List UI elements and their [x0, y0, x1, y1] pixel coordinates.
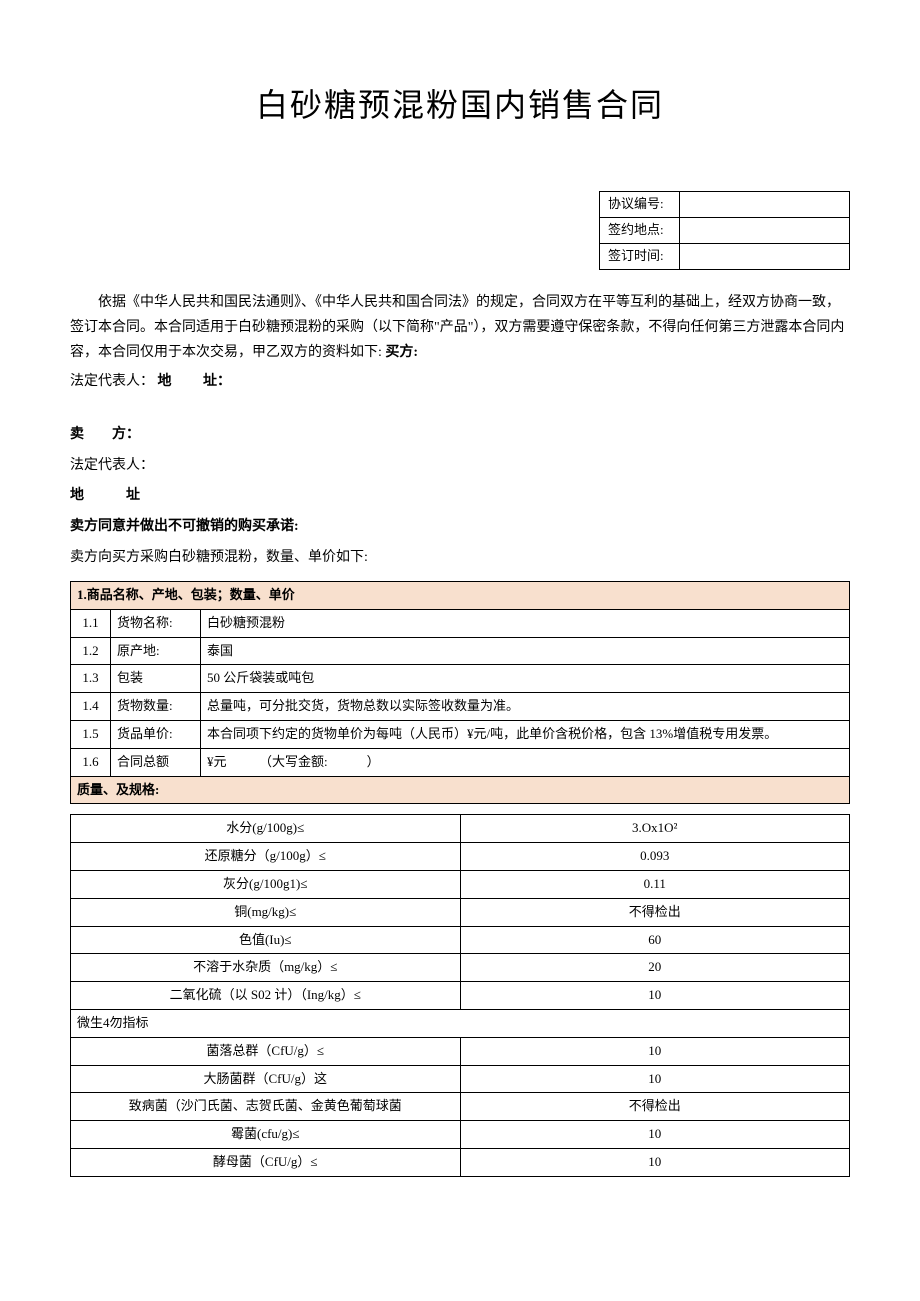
micro-header-row: 微生4勿指标	[71, 1010, 850, 1038]
spec-label: 水分(g/100g)≤	[71, 815, 461, 843]
spec-value: 60	[460, 926, 850, 954]
spec-table: 水分(g/100g)≤ 3.Ox1O² 还原糖分（g/100g）≤ 0.093 …	[70, 814, 850, 1176]
spec-label: 灰分(g/100g1)≤	[71, 871, 461, 899]
buyer-addr-label2: 址：	[203, 374, 231, 389]
meta-label: 签约地点:	[600, 217, 680, 243]
row-value: ¥元 （大写金额: ）	[201, 748, 850, 776]
spec-value: 10	[460, 1149, 850, 1177]
micro-header: 微生4勿指标	[71, 1010, 850, 1038]
row-num: 1.5	[71, 721, 111, 749]
buyer-addr-label1: 地	[158, 374, 172, 389]
spec-value: 10	[460, 1037, 850, 1065]
table-row: 协议编号:	[600, 192, 850, 218]
meta-value	[680, 217, 850, 243]
table-row: 二氧化硫（以 S02 计）（Ing/kg）≤ 10	[71, 982, 850, 1010]
table-row: 霉菌(cfu/g)≤ 10	[71, 1121, 850, 1149]
buyer-rep-line: 法定代表人： 地 址：	[70, 369, 850, 396]
spec-value: 10	[460, 1121, 850, 1149]
spec-label: 致病菌（沙门氏菌、志贺氏菌、金黄色葡萄球菌	[71, 1093, 461, 1121]
row-num: 1.1	[71, 609, 111, 637]
spec-value: 不得检出	[460, 1093, 850, 1121]
spec-label: 大肠菌群（CfU/g）这	[71, 1065, 461, 1093]
row-label: 货物数量:	[111, 693, 201, 721]
table-row: 1.4 货物数量: 总量吨，可分批交货，货物总数以实际签收数量为准。	[71, 693, 850, 721]
main-contract-table: 1.商品名称、产地、包装；数量、单价 1.1 货物名称: 白砂糖预混粉 1.2 …	[70, 581, 850, 804]
table-row: 签约地点:	[600, 217, 850, 243]
table-row: 1.1 货物名称: 白砂糖预混粉	[71, 609, 850, 637]
section-header-row: 1.商品名称、产地、包装；数量、单价	[71, 582, 850, 610]
row-value: 50 公斤袋装或吨包	[201, 665, 850, 693]
row-num: 1.4	[71, 693, 111, 721]
row-num: 1.6	[71, 748, 111, 776]
table-row: 铜(mg/kg)≤ 不得检出	[71, 898, 850, 926]
spec-label: 不溶于水杂质（mg/kg）≤	[71, 954, 461, 982]
table-row: 水分(g/100g)≤ 3.Ox1O²	[71, 815, 850, 843]
table-row: 灰分(g/100g1)≤ 0.11	[71, 871, 850, 899]
seller-desc: 卖方向买方采购白砂糖预混粉，数量、单价如下:	[70, 545, 850, 572]
seller-label: 卖 方：	[70, 422, 850, 449]
section1-header: 1.商品名称、产地、包装；数量、单价	[71, 582, 850, 610]
spec-label: 色值(Iu)≤	[71, 926, 461, 954]
spec-value: 0.11	[460, 871, 850, 899]
spec-value: 3.Ox1O²	[460, 815, 850, 843]
spec-label: 霉菌(cfu/g)≤	[71, 1121, 461, 1149]
row-value: 泰国	[201, 637, 850, 665]
spec-label: 菌落总群（CfU/g）≤	[71, 1037, 461, 1065]
table-row: 1.3 包装 50 公斤袋装或吨包	[71, 665, 850, 693]
row-label: 货物名称:	[111, 609, 201, 637]
row-label: 包装	[111, 665, 201, 693]
spec-value: 0.093	[460, 843, 850, 871]
seller-addr-label: 地 址	[70, 483, 850, 510]
row-label: 货品单价:	[111, 721, 201, 749]
row-value: 总量吨，可分批交货，货物总数以实际签收数量为准。	[201, 693, 850, 721]
spec-value: 20	[460, 954, 850, 982]
row-label: 合同总额	[111, 748, 201, 776]
buyer-rep-label: 法定代表人：	[70, 374, 154, 389]
spec-value: 10	[460, 1065, 850, 1093]
meta-label: 签订时间:	[600, 243, 680, 269]
table-row: 酵母菌（CfU/g）≤ 10	[71, 1149, 850, 1177]
table-row: 大肠菌群（CfU/g）这 10	[71, 1065, 850, 1093]
row-label: 原产地:	[111, 637, 201, 665]
row-num: 1.3	[71, 665, 111, 693]
table-row: 签订时间:	[600, 243, 850, 269]
section-header-row: 质量、及规格:	[71, 776, 850, 804]
table-row: 1.5 货品单价: 本合同项下约定的货物单价为每吨（人民币）¥元/吨，此单价含税…	[71, 721, 850, 749]
intro-text: 依据《中华人民共和国民法通则》、《中华人民共和国合同法》的规定，合同双方在平等互…	[70, 295, 844, 360]
meta-value	[680, 192, 850, 218]
spec-label: 酵母菌（CfU/g）≤	[71, 1149, 461, 1177]
spec-label: 还原糖分（g/100g）≤	[71, 843, 461, 871]
table-row: 还原糖分（g/100g）≤ 0.093	[71, 843, 850, 871]
row-value: 本合同项下约定的货物单价为每吨（人民币）¥元/吨，此单价含税价格，包含 13%增…	[201, 721, 850, 749]
seller-commitment: 卖方同意并做出不可撤销的购买承诺:	[70, 514, 850, 541]
section2-header: 质量、及规格:	[71, 776, 850, 804]
table-row: 菌落总群（CfU/g）≤ 10	[71, 1037, 850, 1065]
spec-value: 不得检出	[460, 898, 850, 926]
spec-label: 二氧化硫（以 S02 计）（Ing/kg）≤	[71, 982, 461, 1010]
table-row: 1.6 合同总额 ¥元 （大写金额: ）	[71, 748, 850, 776]
table-row: 1.2 原产地: 泰国	[71, 637, 850, 665]
meta-label: 协议编号:	[600, 192, 680, 218]
meta-value	[680, 243, 850, 269]
document-title: 白砂糖预混粉国内销售合同	[70, 80, 850, 131]
buyer-label: 买方:	[385, 345, 418, 360]
row-num: 1.2	[71, 637, 111, 665]
table-row: 致病菌（沙门氏菌、志贺氏菌、金黄色葡萄球菌 不得检出	[71, 1093, 850, 1121]
intro-paragraph: 依据《中华人民共和国民法通则》、《中华人民共和国合同法》的规定，合同双方在平等互…	[70, 290, 850, 366]
meta-info-table: 协议编号: 签约地点: 签订时间:	[599, 191, 850, 269]
table-row: 色值(Iu)≤ 60	[71, 926, 850, 954]
row-value: 白砂糖预混粉	[201, 609, 850, 637]
spec-label: 铜(mg/kg)≤	[71, 898, 461, 926]
spec-value: 10	[460, 982, 850, 1010]
seller-rep-label: 法定代表人：	[70, 453, 850, 480]
table-row: 不溶于水杂质（mg/kg）≤ 20	[71, 954, 850, 982]
